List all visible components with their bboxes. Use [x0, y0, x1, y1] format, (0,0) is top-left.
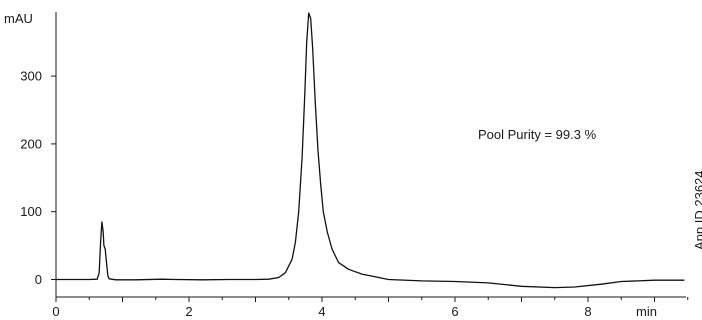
x-ticks: 0 2 4 6 8 — [52, 297, 689, 319]
y-tick-label: 300 — [20, 69, 42, 84]
y-tick-label: 0 — [35, 272, 42, 287]
y-tick-label: 100 — [20, 204, 42, 219]
y-tick-label: 200 — [20, 136, 42, 151]
app-id-label: App ID 23624 — [692, 170, 702, 250]
x-tick-label: 2 — [185, 304, 192, 319]
series-line — [56, 12, 685, 289]
y-axis-label: mAU — [4, 11, 33, 26]
x-tick-label: 0 — [52, 304, 59, 319]
axes — [55, 12, 686, 298]
x-axis-label: min — [636, 304, 657, 319]
x-tick-label: 6 — [451, 304, 458, 319]
x-tick-label: 8 — [584, 304, 591, 319]
x-tick-label: 4 — [318, 304, 325, 319]
y-ticks: 0 100 200 300 — [20, 69, 56, 287]
purity-annotation: Pool Purity = 99.3 % — [478, 127, 597, 142]
